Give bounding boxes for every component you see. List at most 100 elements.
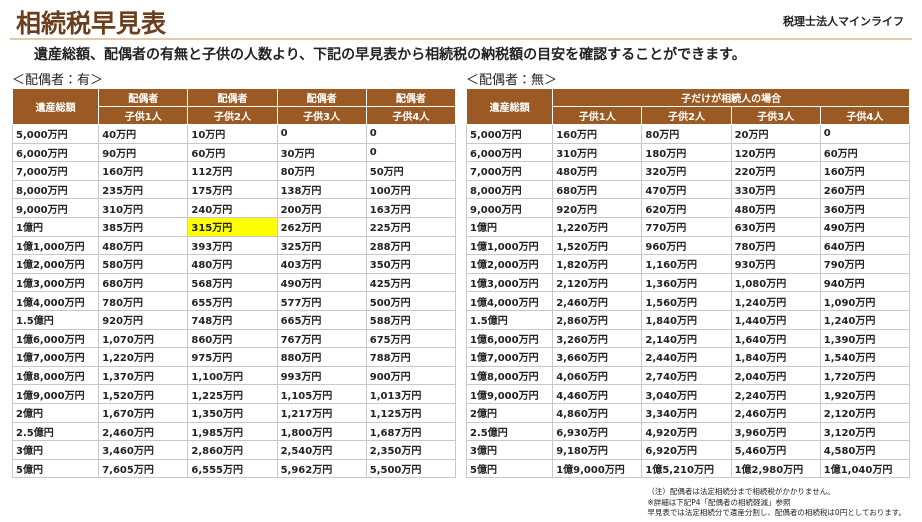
- cell: 20万円: [730, 124, 821, 144]
- row-header: 5,000万円: [465, 124, 554, 144]
- row-header: 6,000万円: [465, 142, 554, 163]
- cell: 0: [276, 124, 367, 144]
- cell: 1,560万円: [641, 291, 732, 311]
- cell: 748万円: [187, 309, 278, 330]
- cell: 568万円: [187, 272, 278, 293]
- table-row: 5億円 1億9,000万円 1億5,210万円 1億2,980万円 1億1,040万円: [465, 458, 911, 479]
- table-row: 1億円 385万円 315万円 262万円 225万円: [11, 216, 457, 237]
- row-header: 1億円: [465, 216, 554, 237]
- cell: 680万円: [98, 272, 189, 293]
- cell: 1,217万円: [276, 402, 367, 423]
- table-row: 2.5億円 6,930万円 4,920万円 3,960万円 3,120万円: [465, 421, 911, 442]
- subtitle: 遺産総額、配偶者の有無と子供の人数より、下記の早見表から相続税の納税額の目安を確…: [34, 47, 746, 63]
- cell: 1,100万円: [187, 365, 278, 386]
- cell: 1,720万円: [819, 365, 911, 386]
- cell: 160万円: [98, 161, 189, 181]
- cell: 770万円: [641, 216, 732, 237]
- cell: 2,440万円: [641, 347, 732, 367]
- cell: 640万円: [819, 235, 911, 256]
- note: 早見表では法定相続分で遺産分割し、配偶者の相続税は0円としております。: [647, 508, 906, 517]
- row-header: 1億6,000万円: [11, 328, 100, 349]
- group-header: 配偶者: [98, 88, 189, 107]
- cell: 112万円: [187, 161, 278, 181]
- cell: 260万円: [819, 179, 911, 200]
- header-row: 遺産総額 配偶者 配偶者 配偶者 配偶者: [11, 88, 457, 125]
- cell: 480万円: [98, 235, 189, 256]
- row-header: 1.5億円: [11, 309, 100, 330]
- table-row: 1.5億円 920万円 748万円 665万円 588万円: [11, 309, 457, 330]
- cell: 100万円: [365, 179, 457, 200]
- row-header: 5,000万円: [11, 124, 100, 144]
- cell: 1,687万円: [365, 421, 457, 442]
- row-header: 2億円: [11, 402, 100, 423]
- row-header: 9,000万円: [11, 198, 100, 218]
- cell: 2,140万円: [641, 328, 732, 349]
- cell: 6,555万円: [187, 458, 278, 479]
- cell: 2,460万円: [552, 291, 643, 311]
- company: 税理士法人マインライフ: [783, 15, 904, 28]
- row-header: 9,000万円: [465, 198, 554, 218]
- cell: 325万円: [276, 235, 367, 256]
- cell: 975万円: [187, 347, 278, 367]
- cell: 940万円: [819, 272, 911, 293]
- cell: 788万円: [365, 347, 457, 367]
- cell: 1,370万円: [98, 365, 189, 386]
- table-row: 1億2,000万円 580万円 480万円 403万円 350万円: [11, 254, 457, 274]
- cell: 1,520万円: [552, 235, 643, 256]
- cell: 10万円: [187, 124, 278, 144]
- row-header: 1億3,000万円: [465, 272, 554, 293]
- table-row: 3億円 9,180万円 6,920万円 5,460万円 4,580万円: [465, 440, 911, 460]
- row-header: 1億6,000万円: [465, 328, 554, 349]
- cell: 500万円: [365, 291, 457, 311]
- table: 遺産総額 配偶者 配偶者 配偶者 配偶者 子供1人 子供2人 子供3人 子供4人 5,000万円 4…: [11, 88, 457, 479]
- cell: 1,160万円: [641, 254, 732, 274]
- row-header: 1億4,000万円: [11, 291, 100, 311]
- cell: 9,180万円: [552, 440, 643, 460]
- cell: 2,040万円: [730, 365, 821, 386]
- row-header: 5億円: [11, 458, 100, 479]
- table-row: 6,000万円 90万円 60万円 30万円 0: [11, 142, 457, 163]
- cell: 4,860万円: [552, 402, 643, 423]
- header-cell: 遺産総額: [11, 88, 100, 125]
- cell: 655万円: [187, 291, 278, 311]
- table-row: 9,000万円 310万円 240万円 200万円 163万円: [11, 198, 457, 218]
- cell: 4,060万円: [552, 365, 643, 386]
- cell: 225万円: [365, 216, 457, 237]
- table-row: 1億4,000万円 2,460万円 1,560万円 1,240万円 1,090万円: [465, 291, 911, 311]
- sub-header: 子供2人: [641, 106, 732, 125]
- cell: 1,640万円: [730, 328, 821, 349]
- cell: 1,540万円: [819, 347, 911, 367]
- cell: 780万円: [730, 235, 821, 256]
- row-header: 7,000万円: [465, 161, 554, 181]
- cell: 1,820万円: [552, 254, 643, 274]
- cell: 288万円: [365, 235, 457, 256]
- cell: 2,120万円: [819, 402, 911, 423]
- row-header: 1億9,000万円: [465, 384, 554, 404]
- table-row: 2億円 4,860万円 3,340万円 2,460万円 2,120万円: [465, 402, 911, 423]
- cell: 900万円: [365, 365, 457, 386]
- cell: 880万円: [276, 347, 367, 367]
- table-row: 1億1,000万円 1,520万円 960万円 780万円 640万円: [465, 235, 911, 256]
- cell: 0: [365, 124, 457, 144]
- table-row: 1億1,000万円 480万円 393万円 325万円 288万円: [11, 235, 457, 256]
- cell: 780万円: [98, 291, 189, 311]
- cell: 160万円: [819, 161, 911, 181]
- cell: 470万円: [641, 179, 732, 200]
- cell: 490万円: [276, 272, 367, 293]
- cell: 1,390万円: [819, 328, 911, 349]
- table-row: 1億9,000万円 1,520万円 1,225万円 1,105万円 1,013万円: [11, 384, 457, 404]
- table: 遺産総額 子だけが相続人の場合 子供1人 子供2人 子供3人 子供4人 5,000万円 160…: [465, 88, 911, 479]
- cell: 2,120万円: [552, 272, 643, 293]
- row-header: 2億円: [465, 402, 554, 423]
- note: ※詳細は下記P4「配偶者の相続軽減」参照: [647, 497, 791, 507]
- cell: 200万円: [276, 198, 367, 218]
- cell: 480万円: [730, 198, 821, 218]
- cell: 1,520万円: [98, 384, 189, 404]
- cell: 235万円: [98, 179, 189, 200]
- cell: 2,460万円: [730, 402, 821, 423]
- cell: 577万円: [276, 291, 367, 311]
- notes: （注）配偶者は法定相続分まで相続税がかかりません。 ※詳細は下記P4「配偶者の相続…: [647, 487, 906, 519]
- title: 相続税早見表: [16, 9, 167, 38]
- table-row: 5,000万円 40万円 10万円 0 0: [11, 124, 457, 144]
- cell: 1,240万円: [819, 309, 911, 330]
